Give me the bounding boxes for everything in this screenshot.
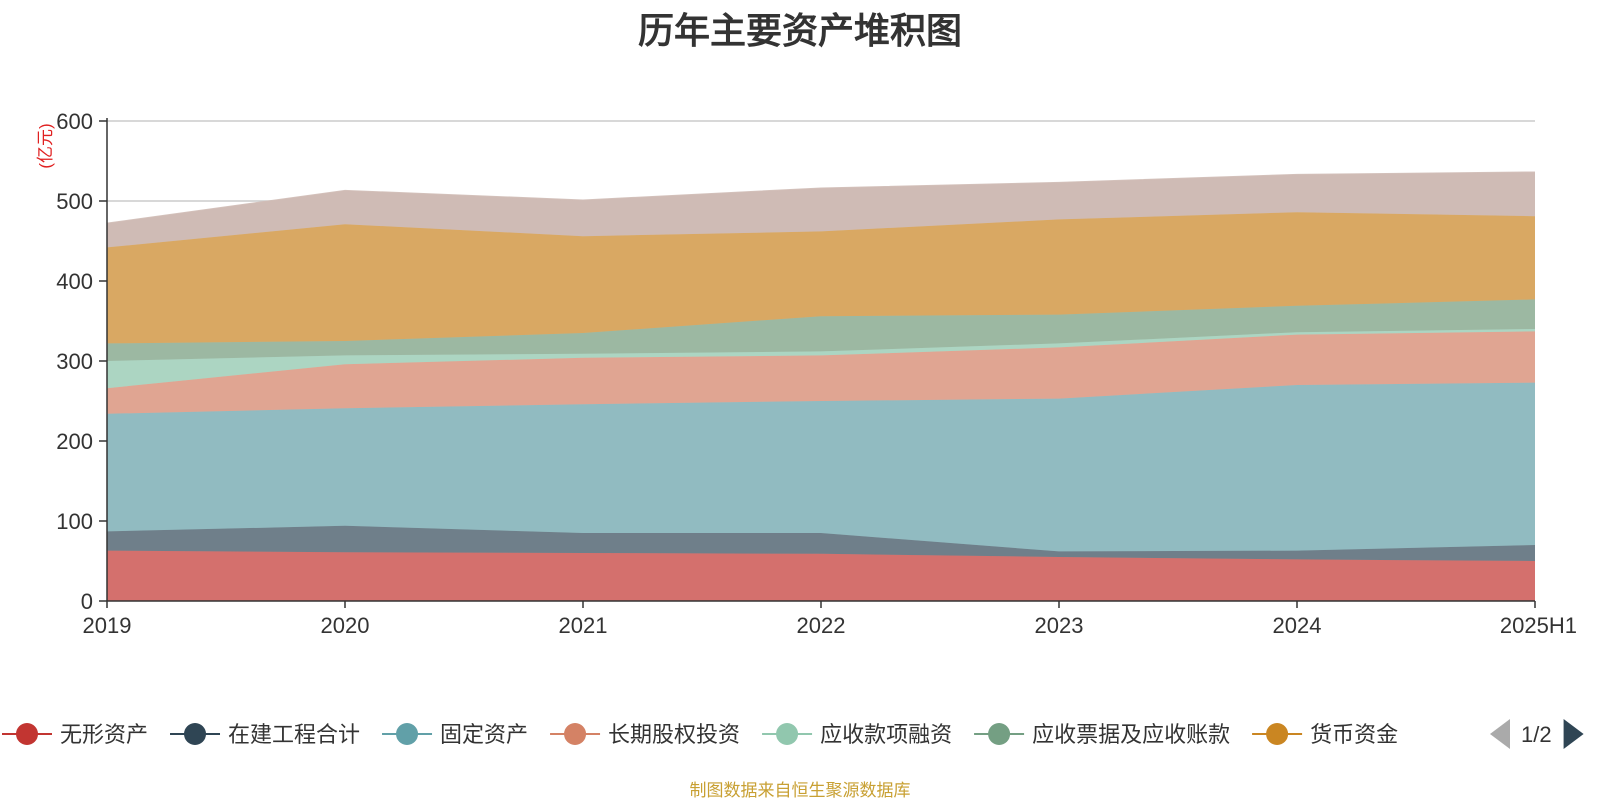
legend: 无形资产 在建工程合计 固定资产 长期股权投资 应收款项融资 应收票据及应收账款 货币资金 xyxy=(2,722,1398,747)
legend-item-1[interactable]: 在建工程合计 xyxy=(170,722,360,747)
y-tick-label: 500 xyxy=(56,189,93,214)
legend-item-6[interactable]: 货币资金 xyxy=(1252,722,1398,747)
legend-label: 应收款项融资 xyxy=(820,722,952,747)
area-series-2 xyxy=(107,382,1535,552)
area-series-4 xyxy=(107,329,1535,389)
legend-item-3[interactable]: 长期股权投资 xyxy=(550,722,740,747)
area-series-3 xyxy=(107,331,1535,414)
legend-pager: 1/2 xyxy=(1490,719,1584,749)
legend-label: 长期股权投资 xyxy=(608,722,740,747)
x-tick-label: 2022 xyxy=(797,613,846,638)
x-tick-label: 2020 xyxy=(321,613,370,638)
x-tick-label: 2019 xyxy=(83,613,132,638)
x-tick-label: 2025H1 xyxy=(1500,613,1577,638)
area-series-1 xyxy=(107,525,1535,561)
y-tick-label: 300 xyxy=(56,349,93,374)
y-tick-label: 200 xyxy=(56,429,93,454)
legend-circle-icon xyxy=(16,723,38,745)
legend-circle-icon xyxy=(564,723,587,745)
x-tick-label: 2021 xyxy=(559,613,608,638)
area-layer xyxy=(106,171,1536,601)
legend-label: 货币资金 xyxy=(1310,722,1398,747)
legend-next-page-icon[interactable] xyxy=(1563,719,1584,749)
legend-label: 在建工程合计 xyxy=(228,722,360,747)
legend-item-5[interactable]: 应收票据及应收账款 xyxy=(974,722,1230,747)
y-tick-label: 600 xyxy=(56,109,93,134)
legend-item-4[interactable]: 应收款项融资 xyxy=(762,722,952,747)
legend-page-indicator: 1/2 xyxy=(1521,722,1552,747)
legend-circle-icon xyxy=(396,723,419,745)
data-source-note: 制图数据来自恒生聚源数据库 xyxy=(689,781,911,800)
legend-circle-icon xyxy=(1266,723,1289,745)
area-series-0 xyxy=(107,550,1535,601)
area-series-7 xyxy=(107,172,1535,248)
x-tick-label: 2024 xyxy=(1273,613,1322,638)
axis-layer: 0 100 200 300 400 500 600 2019 2020 2021 2022 2023 2… xyxy=(56,109,1577,638)
legend-circle-icon xyxy=(776,723,799,745)
legend-circle-icon xyxy=(184,723,207,745)
area-series-5 xyxy=(107,299,1535,361)
x-tick-label: 2023 xyxy=(1035,613,1084,638)
legend-label: 无形资产 xyxy=(60,722,148,747)
legend-item-0[interactable]: 无形资产 xyxy=(2,722,148,747)
legend-label: 固定资产 xyxy=(440,722,528,747)
y-tick-label: 0 xyxy=(81,589,93,614)
legend-item-2[interactable]: 固定资产 xyxy=(382,722,528,747)
y-axis-unit-label: (亿元) xyxy=(36,123,55,168)
y-tick-label: 100 xyxy=(56,509,93,534)
area-series-6 xyxy=(107,212,1535,344)
legend-prev-page-icon[interactable] xyxy=(1490,719,1510,749)
legend-circle-icon xyxy=(988,723,1011,745)
y-tick-label: 400 xyxy=(56,269,93,294)
legend-label: 应收票据及应收账款 xyxy=(1032,722,1230,747)
area-series-7-edge xyxy=(106,171,1536,225)
chart-title: 历年主要资产堆积图 xyxy=(637,10,962,51)
